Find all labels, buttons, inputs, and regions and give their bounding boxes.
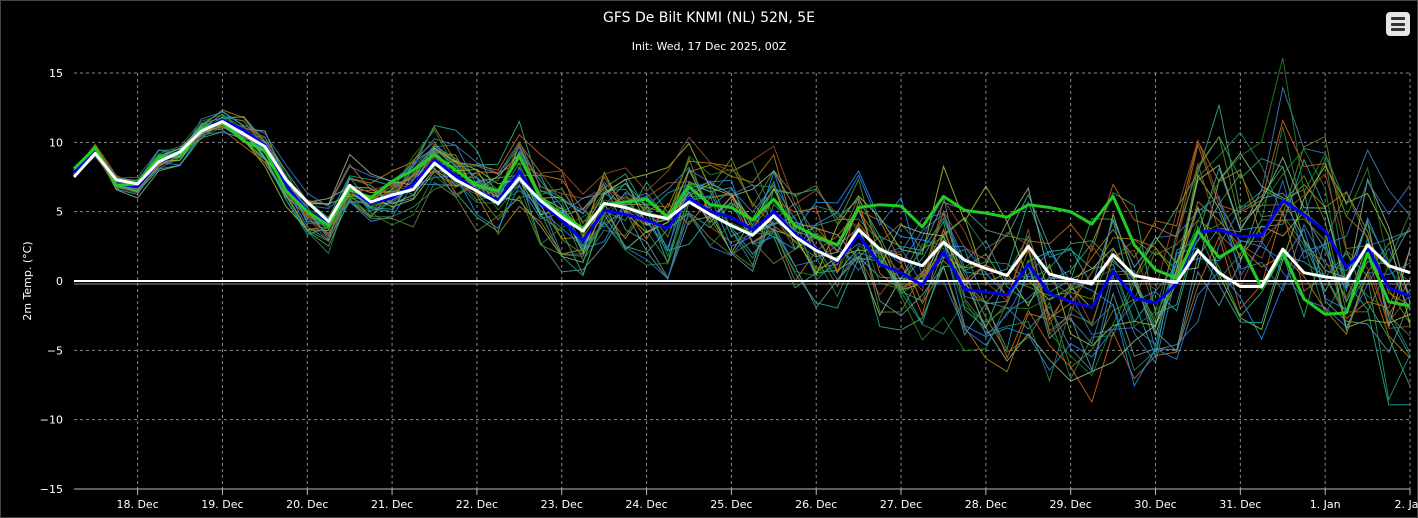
y-axis: −15 −10 −5 0 5 10 15 [40,67,63,496]
control-series-line [72,120,1411,288]
ensemble-member-line [73,115,1411,406]
y-tick-label: −15 [40,483,63,496]
ensemble-member-line [73,125,1411,335]
chart-menu-button[interactable] [1386,12,1410,36]
y-tick-label: 10 [49,136,63,149]
hamburger-icon-bar [1391,28,1405,31]
x-tick-label: 31. Dec [1219,498,1261,511]
ensemble-member-line [73,116,1411,373]
operational-series-line [72,121,1411,316]
ensemble-member-line [73,127,1411,404]
y-tick-label: −10 [40,414,63,427]
x-tick-label: 25. Dec [710,498,752,511]
y-tick-label: −5 [47,344,63,357]
ensemble-member-line [73,120,1411,347]
series-lines [72,118,1411,316]
x-tick-label: 19. Dec [201,498,243,511]
x-tick-label: 26. Dec [795,498,837,511]
x-tick-label: 29. Dec [1050,498,1092,511]
ensemble-member-line [73,117,1411,369]
chart-title: GFS De Bilt KNMI (NL) 52N, 5E [602,10,816,26]
x-tick-label: 23. Dec [541,498,583,511]
x-tick-label: 1. Jan [1310,498,1341,511]
x-tick-label: 20. Dec [286,498,328,511]
x-tick-label: 22. Dec [456,498,498,511]
ensemble-member-line [73,57,1411,328]
x-tick-label: 2. Jan [1395,498,1418,511]
hamburger-icon-bar [1391,22,1405,26]
x-tick-label: 24. Dec [625,498,667,511]
hamburger-icon-bar [1391,17,1405,20]
ensemble-member-line [73,131,1411,347]
x-tick-label: 30. Dec [1134,498,1176,511]
x-axis: 18. Dec 19. Dec 20. Dec 21. Dec 22. Dec 23. D… [74,488,1418,511]
chart-subtitle: Init: Wed, 17 Dec 2025, 00Z [631,40,787,53]
x-tick-label: 21. Dec [371,498,413,511]
ensemble-member-line [73,109,1411,359]
y-tick-label: 15 [49,67,63,80]
y-axis-label: 2m Temp. (°C) [21,241,34,320]
y-tick-label: 0 [56,275,63,288]
x-tick-label: 27. Dec [880,498,922,511]
x-tick-label: 28. Dec [965,498,1007,511]
zero-line-group [74,280,1410,285]
y-tick-label: 5 [56,206,63,219]
x-tick-label: 18. Dec [116,498,158,511]
